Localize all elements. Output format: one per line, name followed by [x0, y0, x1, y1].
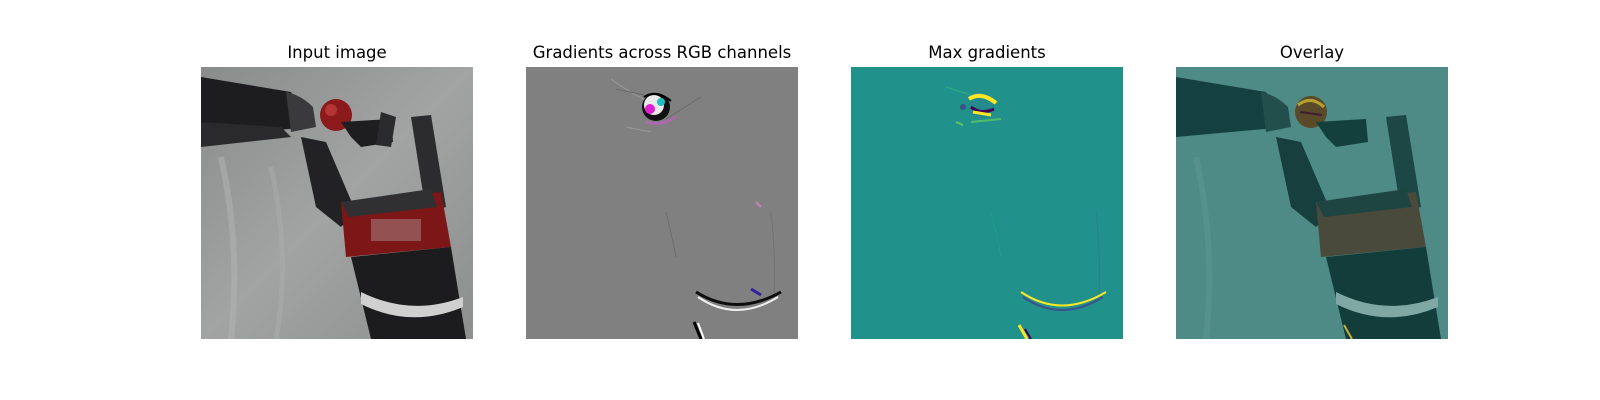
- robot-arm-photo: [201, 67, 473, 339]
- panel-overlay: Overlay: [1176, 0, 1448, 400]
- panel-input-image: Input image: [201, 0, 473, 400]
- panel-title: Max gradients: [928, 43, 1046, 62]
- panel-gradients-rgb: Gradients across RGB channels: [526, 0, 798, 400]
- panel-title: Input image: [287, 43, 387, 62]
- panel-title: Gradients across RGB channels: [532, 43, 792, 62]
- overlay-image: [1176, 67, 1448, 339]
- gradient-map-rgb: [526, 67, 798, 339]
- panel-max-gradients: Max gradients: [851, 0, 1123, 400]
- panel-title: Overlay: [1279, 43, 1345, 62]
- gradient-map-max: [851, 67, 1123, 339]
